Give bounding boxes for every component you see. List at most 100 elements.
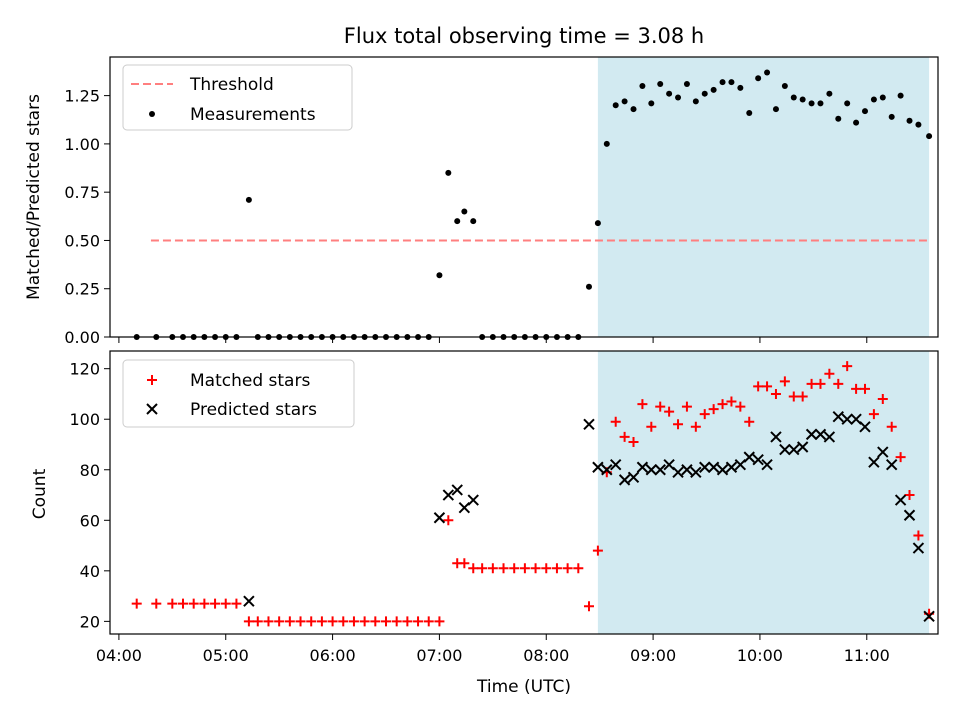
x-tick-label: 07:00 [416, 646, 462, 665]
matched-point [327, 616, 338, 627]
measurement-point [621, 98, 628, 105]
measurement-point [728, 79, 735, 86]
measurement-point [888, 113, 895, 120]
measurement-point [861, 108, 868, 115]
matched-point [646, 421, 657, 432]
predicted-point [442, 489, 455, 501]
matched-point [877, 394, 888, 405]
measurement-point [594, 220, 601, 227]
x-tick-label: 04:00 [96, 646, 142, 665]
predicted-point [841, 413, 853, 425]
y-tick-label: 1.25 [64, 87, 100, 106]
measurement-point [790, 94, 797, 101]
legend-matched-label: Matched stars [190, 371, 310, 391]
count-y-axis-label: Count [30, 468, 50, 519]
measurement-point [870, 96, 877, 103]
measurement-point [648, 100, 655, 107]
predicted-point [743, 451, 755, 463]
measurement-point [799, 96, 806, 103]
measurement-point [746, 110, 753, 116]
legend-predicted-label: Predicted stars [190, 400, 317, 420]
matched-point [199, 598, 210, 609]
matched-point [131, 598, 142, 609]
matched-point [824, 368, 835, 379]
matched-point [284, 616, 295, 627]
observing-span [597, 351, 930, 634]
x-tick-label: 09:00 [630, 646, 676, 665]
measurement-point [436, 272, 443, 279]
measurement-point [772, 106, 779, 113]
predicted-point [894, 494, 907, 506]
predicted-point [707, 461, 720, 473]
y-tick-label: 40 [80, 562, 100, 581]
predicted-point [779, 443, 791, 456]
matched-point [530, 563, 541, 574]
matched-point [459, 558, 470, 569]
measurement-point [844, 100, 851, 107]
x-axis-label: Time (UTC) [476, 677, 571, 697]
matched-point [708, 404, 719, 415]
predicted-point [609, 458, 622, 471]
predicted-point [832, 410, 844, 423]
matched-point [664, 406, 675, 417]
matched-point [338, 616, 349, 627]
measurement-point [764, 69, 771, 76]
ratio-y-axis-label: Matched/Predicted stars [24, 94, 44, 300]
matched-point [735, 401, 746, 412]
matched-point [797, 391, 808, 402]
matched-point [274, 616, 285, 627]
matched-point [210, 598, 221, 609]
matched-point [487, 563, 498, 574]
measurement-point [666, 90, 673, 97]
y-tick-label: 100 [69, 410, 100, 429]
predicted-point [912, 542, 925, 554]
ratio-panel: 0.00 0.25 0.50 0.75 1.00 1.25 Threshold Measure… [64, 56, 939, 347]
matched-point [815, 378, 826, 389]
ratio-panel-frame [109, 56, 939, 338]
matched-point [519, 563, 530, 574]
predicted-point [823, 431, 836, 443]
y-tick-label: 0.00 [64, 328, 100, 347]
legend-measurement-swatch [149, 111, 155, 117]
matched-point [295, 616, 306, 627]
matched-point [391, 616, 402, 627]
measurement-point [781, 82, 788, 89]
matched-point [151, 598, 162, 609]
matched-point [744, 416, 755, 427]
predicted-point [592, 461, 604, 473]
measurement-point [897, 92, 904, 99]
matched-point [610, 416, 621, 427]
predicted-point [467, 494, 479, 506]
predicted-point [618, 474, 631, 486]
measurement-point [675, 94, 682, 101]
measurement-point [826, 90, 833, 97]
measurement-point [657, 81, 664, 88]
x-tick-label: 11:00 [844, 646, 890, 665]
measurement-point [639, 82, 646, 89]
predicted-point [690, 466, 702, 478]
matched-point [402, 616, 413, 627]
count-legend-box [122, 359, 355, 428]
measurement-point [710, 86, 717, 93]
predicted-point [243, 595, 255, 607]
predicted-point [681, 464, 693, 476]
matched-point [681, 401, 692, 412]
x-tick-label: 08:00 [523, 646, 569, 665]
x-tick-label: 05:00 [203, 646, 249, 665]
y-tick-label: 80 [80, 461, 100, 480]
legend-threshold-label: Threshold [189, 75, 274, 95]
matched-point [842, 361, 853, 372]
observing-span [597, 57, 930, 337]
predicted-point [877, 446, 889, 458]
matched-point [252, 616, 263, 627]
matched-point [498, 563, 509, 574]
matched-point [468, 563, 479, 574]
predicted-point [627, 471, 640, 484]
matched-point [833, 378, 844, 389]
count-legend: Matched stars Predicted stars [122, 359, 355, 428]
y-tick-label: 0.25 [64, 280, 100, 299]
matched-point [413, 616, 424, 627]
measurement-point [445, 169, 452, 176]
matched-point [573, 563, 584, 574]
measurement-point [926, 133, 933, 140]
